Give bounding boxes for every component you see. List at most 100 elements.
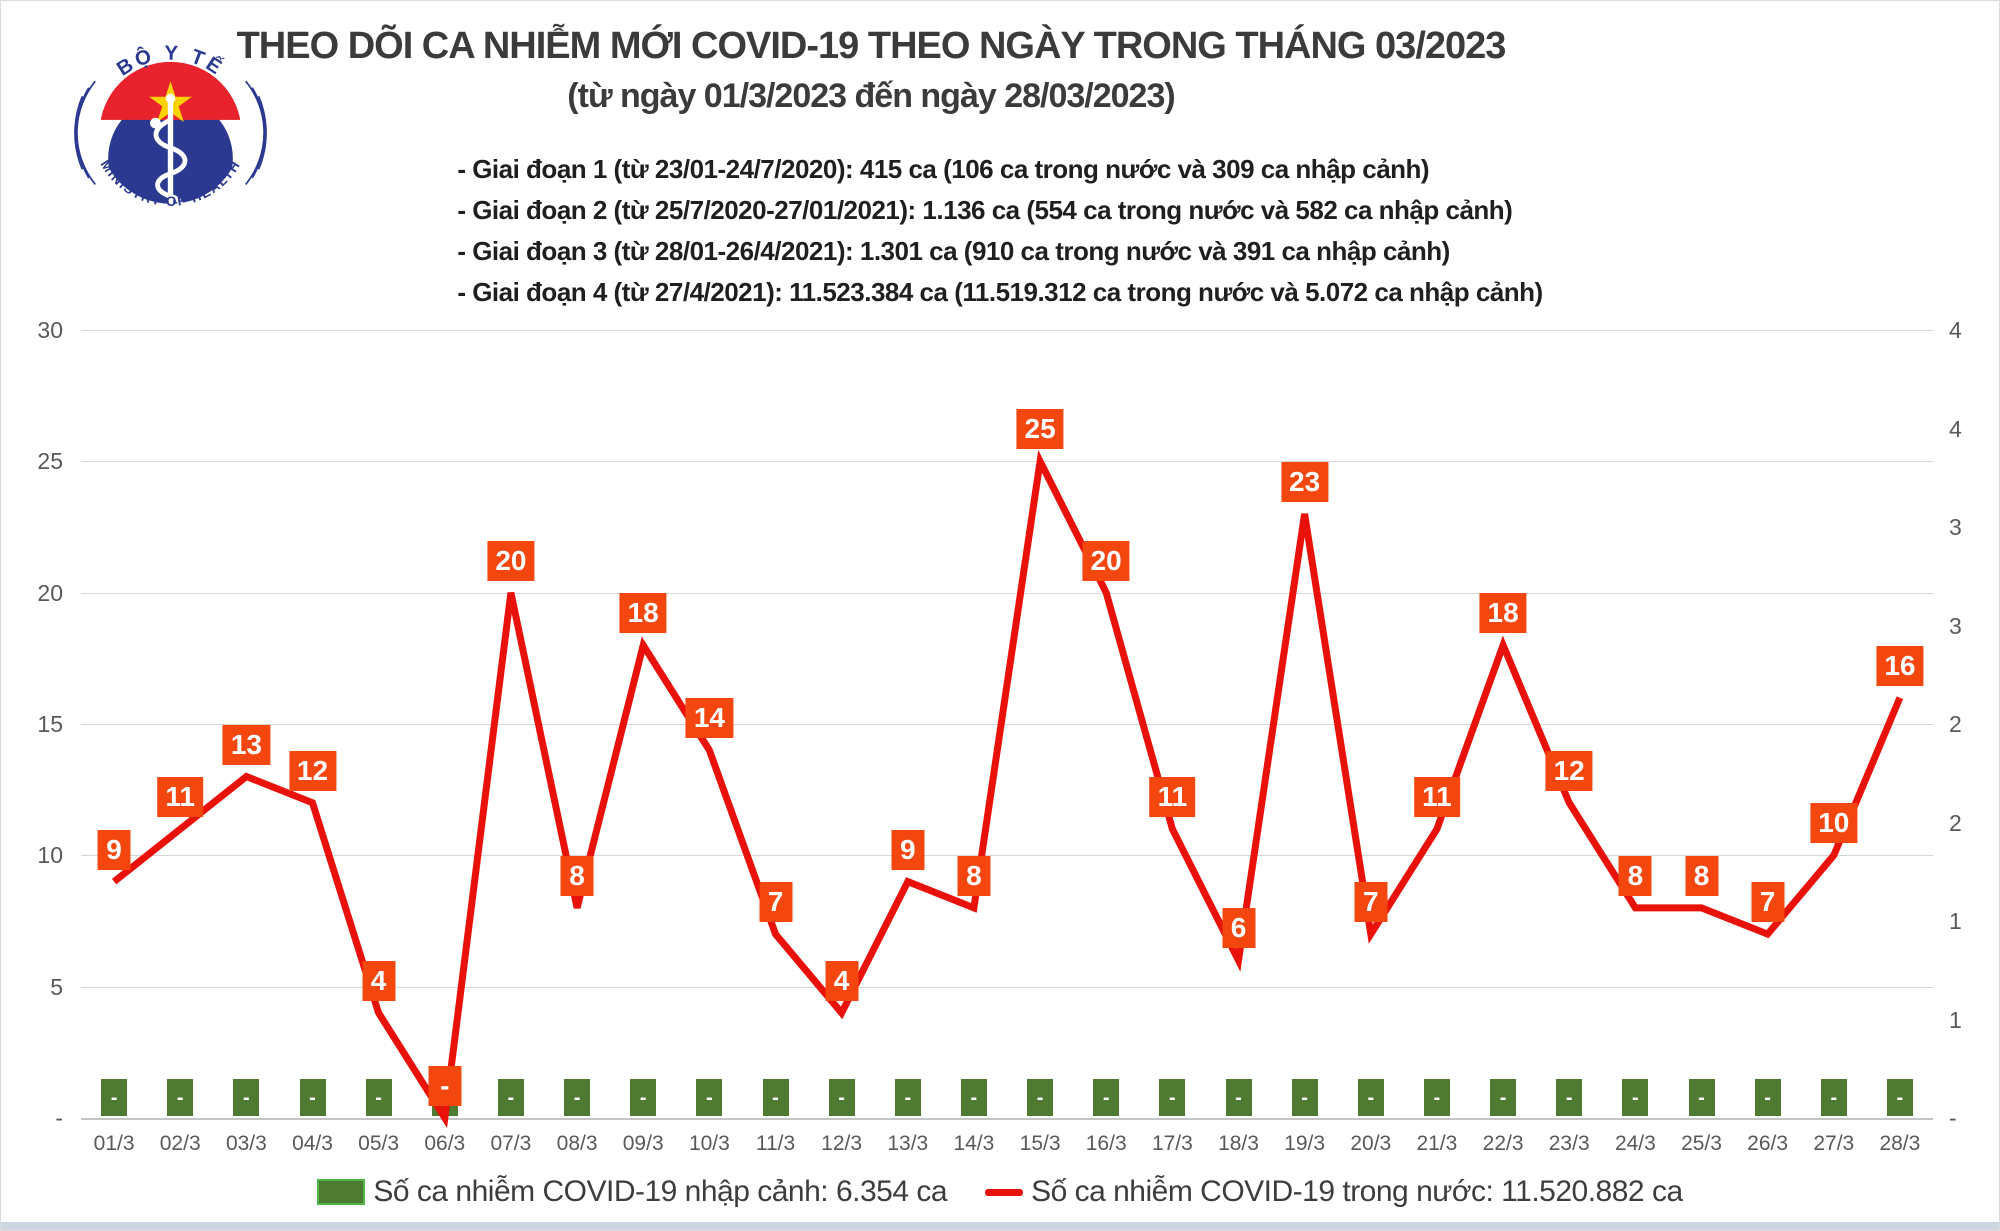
bar-value-label: - — [1499, 1086, 1507, 1109]
import-bar-swatch — [317, 1179, 366, 1205]
bar-value-label: - — [243, 1086, 250, 1109]
import-case-bar: - — [101, 1079, 128, 1116]
bar-value-label: - — [706, 1086, 713, 1109]
data-label: 20 — [487, 540, 535, 581]
x-axis-label: 06/3 — [424, 1132, 466, 1155]
bar-value-label: - — [904, 1086, 912, 1109]
import-case-bar: - — [1423, 1079, 1450, 1116]
note-phase-4: - Giai đoạn 4 (từ 27/4/2021): 11.523.384… — [457, 277, 1543, 307]
x-axis-label: 14/3 — [953, 1132, 995, 1155]
data-label: 4 — [362, 960, 396, 1001]
bar-value-label: - — [507, 1086, 515, 1109]
moh-logo-icon: BỘ Y TẾ MINISTRY OF HEALTH — [74, 43, 267, 220]
bar-value-label: - — [309, 1086, 316, 1109]
chart-subtitle: (từ ngày 01/3/2023 đến ngày 28/03/2023) — [567, 77, 1175, 115]
import-case-bar: - — [1093, 1079, 1120, 1116]
import-case-bar: - — [828, 1079, 855, 1116]
x-axis-label: 25/3 — [1681, 1132, 1722, 1155]
bar-value-label: - — [639, 1086, 647, 1109]
data-label: 25 — [1016, 409, 1064, 450]
bar-value-label: - — [1036, 1086, 1044, 1109]
data-label: 10 — [1810, 803, 1858, 844]
bar-value-label: - — [970, 1086, 978, 1109]
y-axis-label: 30 — [37, 317, 63, 343]
import-case-bar: - — [1490, 1079, 1517, 1116]
x-axis-label: 09/3 — [622, 1132, 664, 1155]
data-label: 12 — [1545, 750, 1593, 791]
y2-axis-label: 1 — [1949, 908, 1962, 934]
x-axis-label: 04/3 — [292, 1132, 333, 1155]
data-label: - — [428, 1066, 462, 1106]
y-axis-label: 20 — [37, 579, 63, 606]
bar-value-label: - — [772, 1086, 779, 1109]
y2-axis-label: 1 — [1949, 1006, 1962, 1033]
bar-value-label: - — [1565, 1086, 1573, 1109]
data-label: 8 — [1685, 855, 1718, 896]
import-case-bar: - — [1622, 1079, 1649, 1116]
x-axis-label: 11/3 — [755, 1132, 796, 1155]
domestic-case-polyline — [111, 449, 1904, 1129]
data-label: 23 — [1281, 461, 1329, 502]
y2-axis-label: 4 — [1949, 415, 1962, 442]
x-axis-label: 21/3 — [1416, 1132, 1458, 1155]
import-case-bar: - — [1159, 1079, 1186, 1116]
chart-title: THEO DÕI CA NHIỄM MỚI COVID-19 THEO NGÀY… — [236, 25, 1507, 67]
x-axis-label: 10/3 — [688, 1132, 730, 1155]
y-axis-label: 25 — [37, 448, 63, 475]
y2-axis-label: 4 — [1949, 317, 1962, 343]
import-case-bar: - — [497, 1079, 524, 1116]
data-label: 16 — [1876, 645, 1924, 686]
bar-value-label: - — [1632, 1086, 1639, 1109]
x-axis-label: 26/3 — [1747, 1132, 1789, 1155]
import-case-bar: - — [299, 1079, 326, 1116]
x-axis-label: 18/3 — [1218, 1132, 1259, 1155]
note-phase-2: - Giai đoạn 2 (từ 25/7/2020-27/01/2021):… — [457, 195, 1513, 225]
import-case-bar: - — [696, 1079, 723, 1116]
bar-value-label: - — [1301, 1086, 1308, 1109]
bar-value-label: - — [1102, 1086, 1110, 1109]
y2-axis-label: 2 — [1949, 711, 1962, 737]
legend-domestic-label: Số ca nhiễm COVID-19 trong nước: 11.520.… — [1031, 1175, 1683, 1208]
x-axis-label: 01/3 — [93, 1132, 135, 1155]
y2-axis-label: 3 — [1949, 514, 1962, 540]
gridline — [81, 592, 1933, 594]
data-label: 11 — [1149, 777, 1196, 818]
import-case-bar: - — [1357, 1079, 1384, 1116]
x-axis-label: 23/3 — [1548, 1132, 1590, 1155]
data-label: 7 — [1354, 882, 1388, 923]
data-label: 20 — [1082, 540, 1130, 581]
data-label: 18 — [1479, 593, 1527, 634]
import-case-bar: - — [1225, 1079, 1252, 1116]
import-case-bar: - — [233, 1079, 260, 1116]
data-label: 8 — [560, 855, 594, 896]
bar-value-label: - — [1764, 1086, 1771, 1109]
import-case-bar: - — [1291, 1079, 1318, 1116]
x-axis-label: 28/3 — [1879, 1132, 1921, 1155]
x-axis-label: 05/3 — [358, 1132, 400, 1155]
y-axis-label: 5 — [50, 973, 63, 1000]
data-label: 9 — [97, 829, 131, 870]
import-case-bar: - — [564, 1079, 591, 1116]
gridline — [81, 330, 1933, 331]
bar-value-label: - — [838, 1086, 845, 1109]
bar-value-label: - — [1698, 1086, 1705, 1109]
gridline — [81, 1118, 1933, 1120]
note-phase-3: - Giai đoạn 3 (từ 28/01-26/4/2021): 1.30… — [457, 236, 1450, 266]
x-axis-label: 13/3 — [887, 1132, 929, 1155]
x-axis-label: 27/3 — [1813, 1132, 1855, 1155]
phase-notes: - Giai đoạn 1 (từ 23/01-24/7/2020): 415 … — [457, 149, 1543, 313]
gridline — [81, 724, 1933, 725]
data-label: 8 — [957, 855, 991, 896]
bar-value-label: - — [1896, 1086, 1904, 1109]
y2-axis-label: - — [1949, 1105, 1957, 1131]
x-axis-label: 24/3 — [1614, 1132, 1656, 1155]
bar-value-label: - — [1367, 1086, 1375, 1109]
x-axis-label: 08/3 — [556, 1132, 598, 1155]
bar-value-label: - — [1169, 1086, 1176, 1109]
legend-import-label: Số ca nhiễm COVID-19 nhập cảnh: 6.354 ca — [373, 1175, 948, 1208]
y2-axis-label: 2 — [1949, 809, 1962, 836]
data-label: 12 — [288, 750, 337, 791]
x-axis-label: 15/3 — [1019, 1132, 1061, 1155]
bar-value-label: - — [1433, 1086, 1441, 1109]
